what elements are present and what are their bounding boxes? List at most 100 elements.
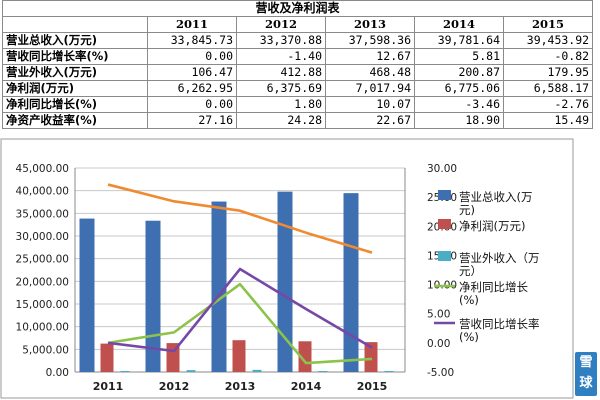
table-cell: 1.80	[236, 96, 326, 113]
x-axis-tick-label: 2013	[225, 380, 256, 393]
table-title: 营收及净利润表	[1, 0, 594, 17]
left-axis-tick-label: 15,000.00	[16, 299, 69, 311]
bar-net-profit	[232, 340, 246, 372]
table-cell: 37,598.36	[325, 32, 415, 49]
table-cell: -3.46	[414, 96, 504, 113]
table-row: 营业外收入(万元) 106.47 412.88 468.48 200.87 179.95	[2, 64, 594, 81]
table-cell: 27.16	[147, 112, 237, 129]
row-label: 净利润(万元)	[2, 80, 148, 97]
row-label: 净资产收益率(%)	[2, 112, 148, 129]
table-cell: -2.76	[502, 96, 594, 113]
watermark-char-2: 球	[579, 376, 593, 391]
year-header: 2015	[502, 16, 594, 33]
right-axis-tick-label: 5.00	[427, 309, 450, 321]
table-cell: 39,781.64	[414, 32, 504, 49]
table-cell: 33,845.73	[147, 32, 237, 49]
table-cell: 39,453.92	[502, 32, 594, 49]
legend-label: 元）	[459, 264, 482, 278]
bar-revenue	[343, 193, 359, 372]
table-cell: 18.90	[414, 112, 504, 129]
header-blank-cell	[2, 16, 148, 33]
table-cell: 7,017.94	[325, 80, 415, 97]
row-label: 营业外收入(万元)	[2, 64, 148, 81]
table-cell: 33,370.88	[236, 32, 326, 49]
legend-label: (%)	[459, 330, 479, 344]
year-header: 2014	[414, 16, 504, 33]
bar-non-operating-income	[384, 371, 394, 372]
bar-net-profit	[100, 343, 114, 372]
data-table: 营收及净利润表 2011 2012 2013 2014 2015 营业总收入(万元) 33,8…	[1, 0, 594, 129]
table-cell: 179.95	[502, 64, 594, 81]
row-label: 净利同比增长(%)	[2, 96, 148, 113]
table-cell: -0.82	[502, 48, 594, 65]
line-net-profit-growth	[107, 282, 373, 365]
legend-label: (%)	[459, 293, 479, 307]
table-row: 净利同比增长(%) 0.00 1.80 10.07 -3.46 -2.76	[2, 96, 594, 113]
table-cell: 24.28	[236, 112, 326, 129]
legend-label: 元)	[459, 203, 475, 217]
bar-non-operating-income	[318, 371, 328, 372]
right-axis-tick-label: 0.00	[427, 338, 450, 350]
legend-label: 净利同比增长	[459, 280, 528, 294]
left-axis-tick-label: 5,000.00	[22, 344, 69, 356]
table-row: 营业总收入(万元) 33,845.73 33,370.88 37,598.36 39,7…	[2, 32, 594, 49]
left-axis-tick-label: 30,000.00	[16, 231, 69, 243]
bar-revenue	[277, 191, 293, 372]
table-cell: 200.87	[414, 64, 504, 81]
watermark-char-1: 雪	[579, 355, 593, 370]
bar-net-profit	[364, 342, 378, 372]
table-cell: 22.67	[325, 112, 415, 129]
year-header: 2012	[236, 16, 326, 33]
bar-non-operating-income	[186, 370, 196, 372]
table-cell: 5.81	[414, 48, 504, 65]
x-axis-tick-label: 2015	[357, 380, 388, 393]
left-axis-tick-label: 35,000.00	[16, 208, 69, 220]
row-label: 营业总收入(万元)	[2, 32, 148, 49]
table-row: 营收同比增长率(%) 0.00 -1.40 12.67 5.81 -0.82	[2, 48, 594, 65]
table-cell: 6,262.95	[147, 80, 237, 97]
legend-label: 营收同比增长率	[459, 317, 540, 331]
table-header-row: 2011 2012 2013 2014 2015	[2, 16, 594, 33]
year-header: 2011	[147, 16, 237, 33]
table-cell: 10.07	[325, 96, 415, 113]
left-axis-tick-label: 25,000.00	[16, 254, 69, 266]
xueqiu-watermark-logo: 雪 球	[575, 352, 597, 396]
table-cell: 0.00	[147, 96, 237, 113]
table-cell: 15.49	[502, 112, 594, 129]
left-axis-tick-label: 45,000.00	[16, 163, 69, 175]
legend-swatch	[438, 190, 451, 200]
revenue-profit-chart: 0.00 5,000.00 10,000.00 15,000.00 20,000.00 2…	[0, 138, 574, 399]
table-cell: 0.00	[147, 48, 237, 65]
table-cell: 468.48	[325, 64, 415, 81]
bar-non-operating-income	[120, 371, 130, 372]
legend-swatch	[438, 219, 451, 229]
x-axis-tick-label: 2014	[291, 380, 322, 393]
legend-swatch	[438, 251, 451, 261]
legend-label: 营业总收入(万	[459, 190, 533, 204]
left-axis-tick-label: 40,000.00	[16, 186, 69, 198]
table-cell: -1.40	[236, 48, 326, 65]
year-header: 2013	[325, 16, 415, 33]
right-axis-tick-label: 30.00	[427, 163, 457, 175]
table-row: 净利润(万元) 6,262.95 6,375.69 7,017.94 6,775.06 6…	[2, 80, 594, 97]
left-axis-tick-label: 0.00	[46, 367, 69, 379]
table-row: 净资产收益率(%) 27.16 24.28 22.67 18.90 15.49	[2, 112, 594, 129]
x-axis-tick-label: 2012	[159, 380, 190, 393]
table-cell: 412.88	[236, 64, 326, 81]
left-axis-tick-label: 20,000.00	[16, 276, 69, 288]
table-cell: 6,775.06	[414, 80, 504, 97]
line-roe	[107, 183, 373, 254]
right-axis-tick-label: -5.00	[427, 367, 454, 379]
table-cell: 106.47	[147, 64, 237, 81]
table-cell: 12.67	[325, 48, 415, 65]
table-cell: 6,588.17	[502, 80, 594, 97]
row-label: 营收同比增长率(%)	[2, 48, 148, 65]
legend-label: 营业外收入（万	[459, 251, 540, 265]
revenue-profit-table: 营收及净利润表 2011 2012 2013 2014 2015 营业总收入(万元) 33,8…	[1, 0, 594, 129]
x-axis-tick-label: 2011	[93, 380, 124, 393]
table-cell: 6,375.69	[236, 80, 326, 97]
bar-revenue	[211, 201, 227, 372]
line-revenue-growth	[107, 267, 373, 353]
bar-non-operating-income	[252, 369, 262, 372]
bar-revenue	[79, 218, 95, 372]
